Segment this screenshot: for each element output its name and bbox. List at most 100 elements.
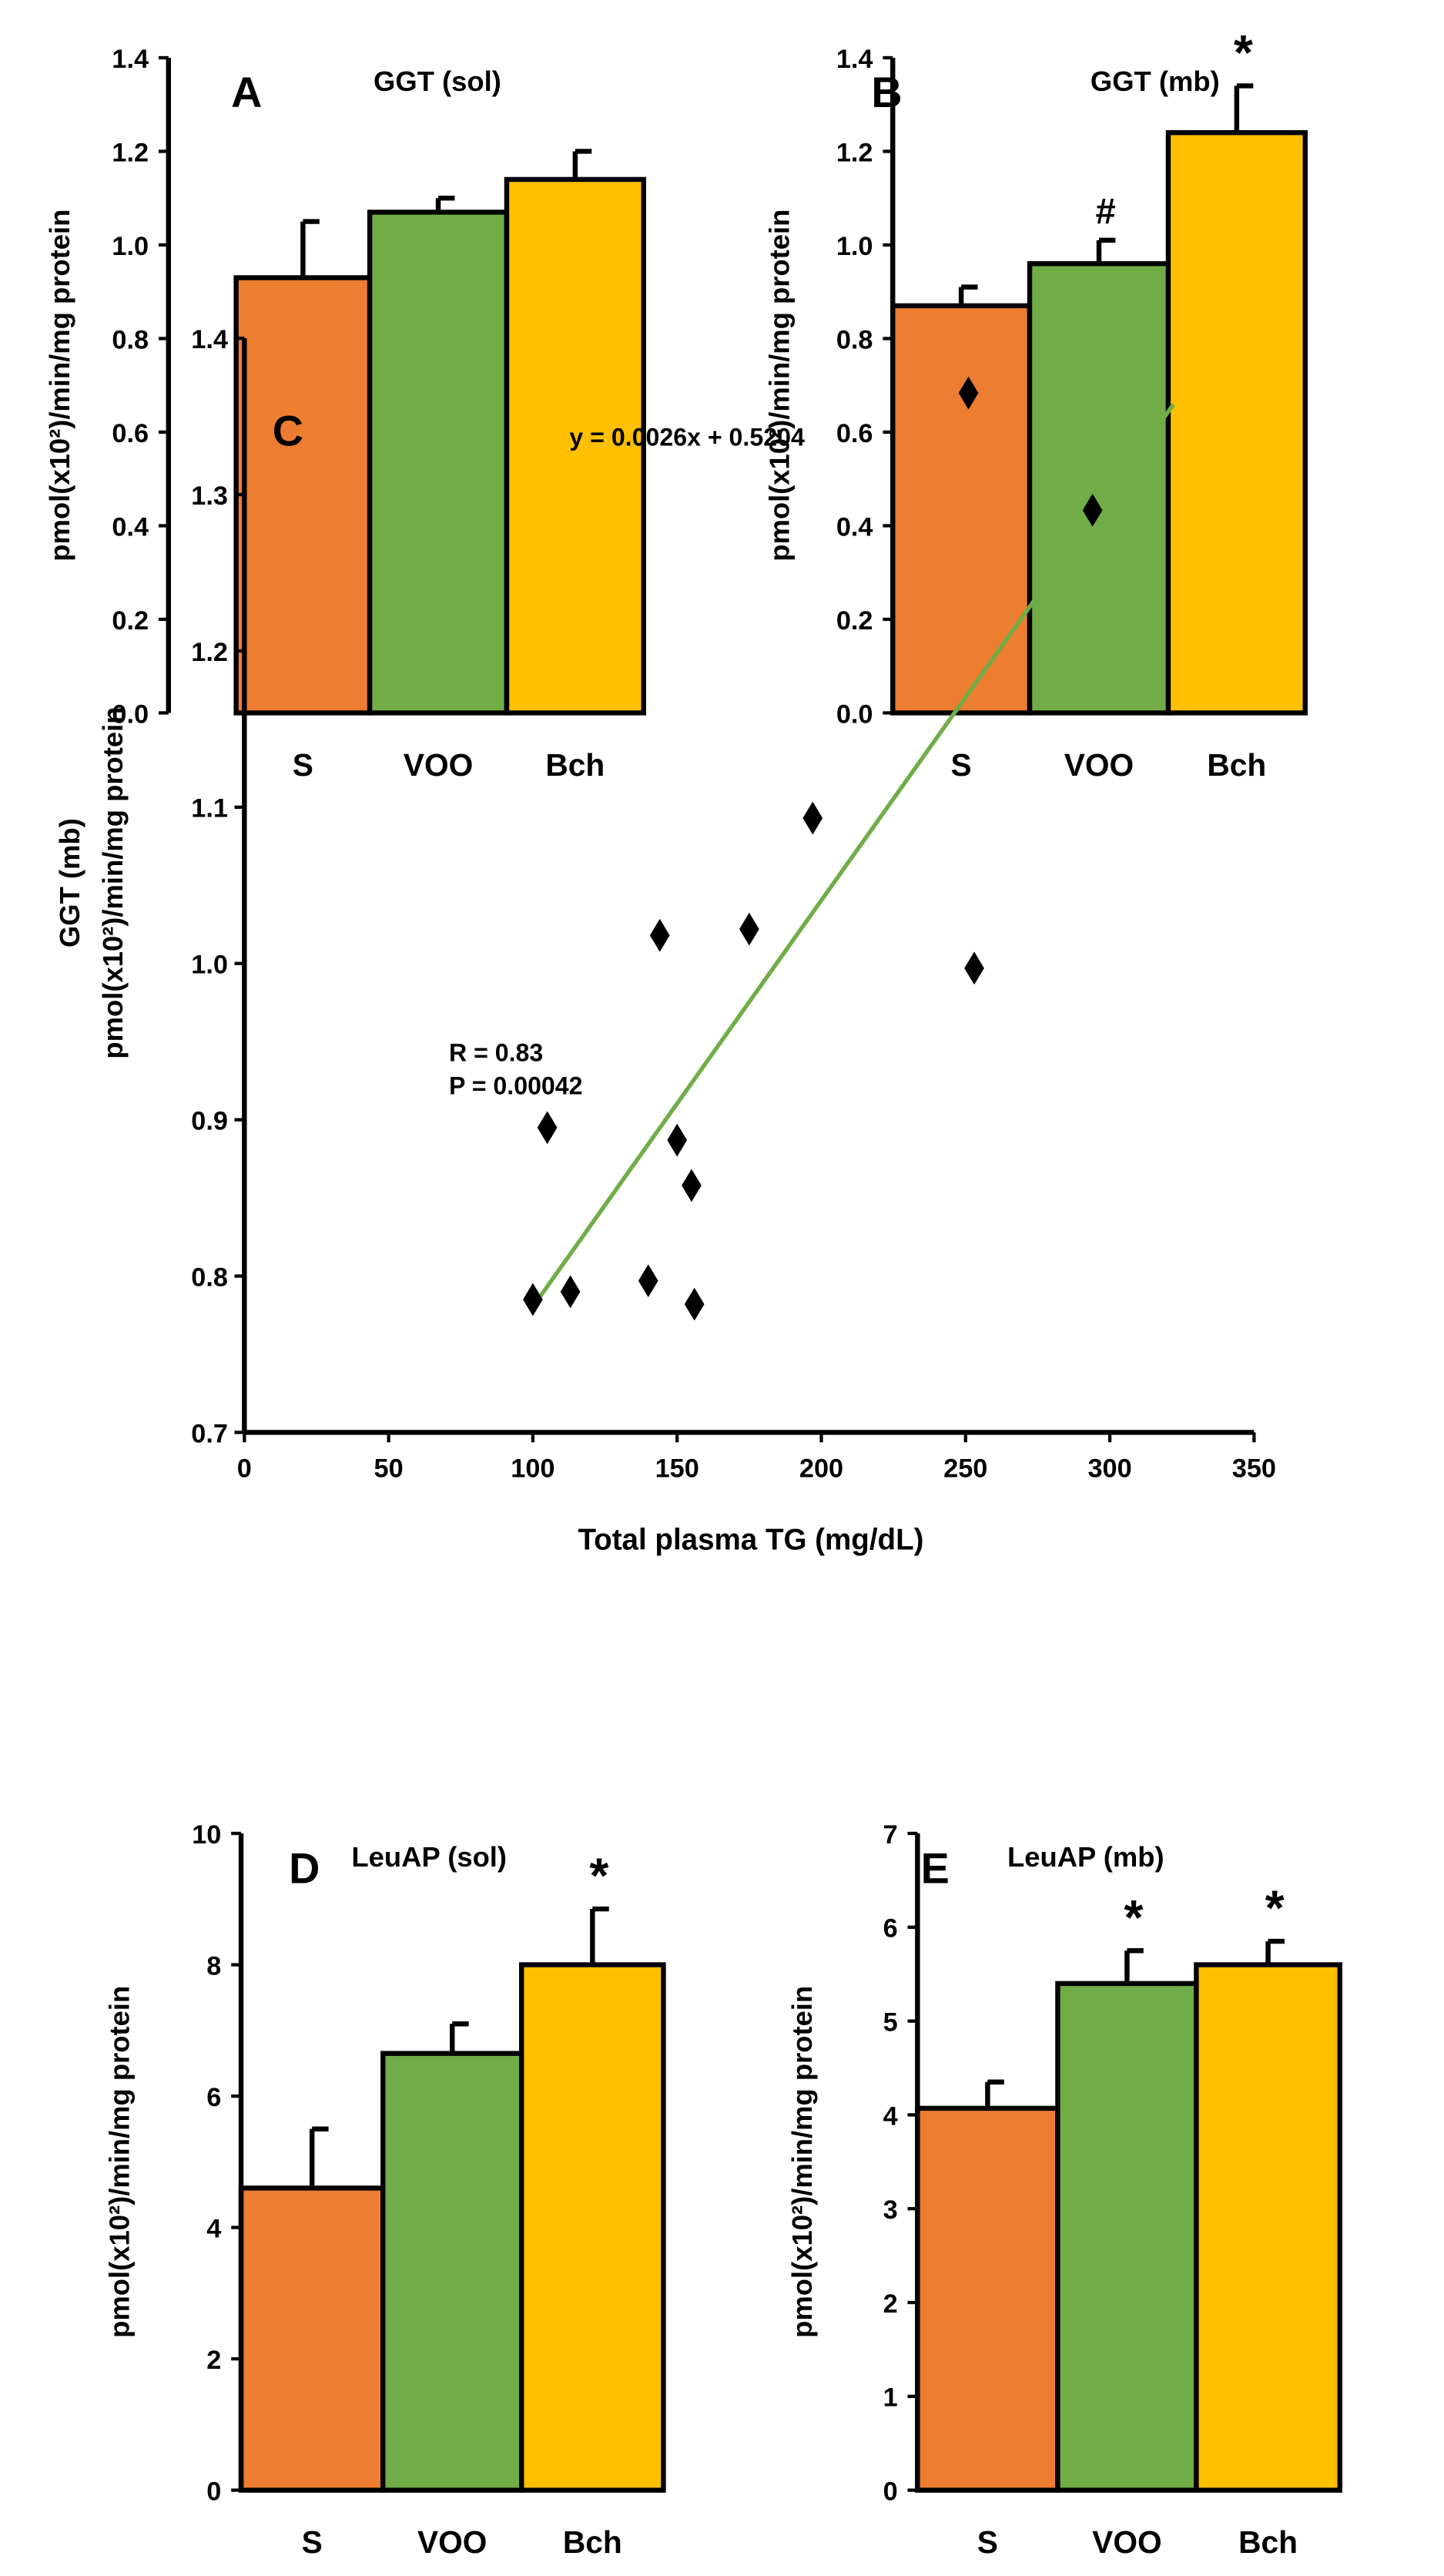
y-tick-label: 4 xyxy=(206,2214,221,2243)
panel-e: 0 1 2 3 4 5 6 7 S VOO * Bch * E LeuAP (mb) pmol(x10²)/m… xyxy=(786,1820,1342,2560)
data-point xyxy=(739,912,759,946)
chart-title: GGT (sol) xyxy=(374,65,501,97)
x-tick-label: S xyxy=(951,747,972,783)
x-tick-label: 250 xyxy=(943,1454,987,1483)
y-tick-label: 6 xyxy=(206,2083,221,2112)
y-tick-label: 0.4 xyxy=(836,512,873,542)
panel-d: 0 2 4 6 8 10 S VOO Bch * D LeuAP (sol) pmol(x10²)/mi… xyxy=(103,1820,666,2560)
y-tick-label: 0.6 xyxy=(836,419,873,448)
data-point xyxy=(537,1111,558,1145)
data-point xyxy=(958,376,979,410)
bar-voo xyxy=(1027,261,1171,716)
y-tick-label: 0.0 xyxy=(836,699,873,729)
y-tick-label: 0 xyxy=(883,2477,898,2506)
y-tick-label: 3 xyxy=(883,2195,898,2225)
y-tick-label: 0.2 xyxy=(836,606,873,636)
data-point xyxy=(964,951,984,985)
x-tick-label: S xyxy=(977,2524,998,2560)
y-axis-label: pmol(x10²)/min/mg protein xyxy=(44,210,75,562)
panel-letter: B xyxy=(871,69,902,116)
data-point xyxy=(802,801,823,835)
x-tick-label: 200 xyxy=(799,1454,843,1483)
y-tick-label: 5 xyxy=(883,2007,898,2037)
x-axis-label: Total plasma TG (mg/dL) xyxy=(578,1524,923,1557)
y-tick-label: 2 xyxy=(206,2346,221,2375)
bar-s xyxy=(890,303,1033,716)
bar-bch xyxy=(1165,129,1308,716)
y-tick-label: 1.4 xyxy=(191,325,228,354)
bar-s xyxy=(238,2185,386,2493)
y-tick-label: 7 xyxy=(883,1820,898,1850)
y-tick-label: 1.4 xyxy=(112,45,149,74)
panel-letter: A xyxy=(231,69,262,116)
y-axis-label: GGT (mb) xyxy=(54,818,85,948)
bar-bch xyxy=(1194,1962,1342,2493)
bar-voo xyxy=(380,2051,524,2493)
y-tick-label: 0.8 xyxy=(836,325,873,354)
y-tick-label: 0 xyxy=(206,2477,221,2506)
p-value: P = 0.00042 xyxy=(449,1072,583,1099)
x-tick-label: 150 xyxy=(655,1454,699,1483)
data-point xyxy=(638,1264,658,1298)
x-tick-label: S xyxy=(293,747,313,783)
y-tick-label: 0.4 xyxy=(112,512,149,542)
panel-letter: E xyxy=(921,1844,950,1892)
significance-mark: * xyxy=(1234,25,1253,80)
panel-b: 0.0 0.2 0.4 0.6 0.8 1.0 1.2 1.4 S VOO # Bch * B GGT (m… xyxy=(763,25,1308,783)
x-tick-label: Bch xyxy=(1238,2524,1298,2560)
y-tick-label: 6 xyxy=(883,1914,898,1944)
y-tick-label: 1.2 xyxy=(112,138,149,167)
x-tick-label: VOO xyxy=(1092,2524,1161,2560)
x-tick-label: 50 xyxy=(374,1454,404,1483)
regression-equation: y = 0.0026x + 0.5204 xyxy=(569,423,805,451)
data-point xyxy=(523,1283,543,1317)
y-axis-label: pmol(x10²)/min/mg protein xyxy=(103,1986,135,2338)
y-tick-label: 0.6 xyxy=(112,419,149,448)
x-tick-label: Bch xyxy=(1207,747,1266,783)
y-axis-label: pmol(x10²)/min/mg protein xyxy=(786,1986,818,2338)
y-tick-label: 0.8 xyxy=(191,1263,228,1292)
bar-s xyxy=(915,2105,1060,2493)
x-tick-label: 350 xyxy=(1232,1454,1276,1483)
data-point xyxy=(667,1123,688,1157)
x-tick-label: 100 xyxy=(511,1454,554,1483)
bar-voo xyxy=(367,210,510,716)
x-tick-label: Bch xyxy=(545,747,605,783)
chart-title: LeuAP (sol) xyxy=(351,1841,507,1873)
y-tick-label: 0.2 xyxy=(112,606,149,636)
significance-mark: # xyxy=(1095,190,1115,231)
trend-line xyxy=(531,403,1175,1308)
y-axis-label: pmol(x10²)/min/mg protein xyxy=(763,210,795,562)
y-tick-label: 1.0 xyxy=(112,232,149,261)
x-tick-label: Bch xyxy=(563,2524,622,2560)
r-value: R = 0.83 xyxy=(449,1038,543,1066)
data-point xyxy=(682,1169,702,1202)
y-tick-label: 1.2 xyxy=(191,638,228,667)
y-tick-label: 0.7 xyxy=(191,1419,228,1448)
x-tick-label: VOO xyxy=(417,2524,487,2560)
y-tick-label: 1.4 xyxy=(836,45,873,74)
y-tick-label: 10 xyxy=(192,1820,221,1850)
chart-title: LeuAP (mb) xyxy=(1007,1841,1164,1873)
y-tick-label: 2 xyxy=(883,2289,898,2319)
significance-mark: * xyxy=(1124,1890,1143,1945)
y-axis-label-units: pmol(x10²)/min/mg protein xyxy=(97,707,129,1059)
y-tick-label: 1.3 xyxy=(191,481,228,511)
panel-c: 0.7 0.8 0.9 1.0 1.1 1.2 1.3 1.4 0 50 100 150 200 250 3… xyxy=(54,325,1276,1557)
x-tick-label: S xyxy=(302,2524,323,2560)
y-tick-label: 0.9 xyxy=(191,1107,228,1136)
y-tick-label: 0.0 xyxy=(112,699,149,729)
x-tick-label: VOO xyxy=(1064,747,1134,783)
data-point xyxy=(649,918,670,952)
significance-mark: * xyxy=(589,1848,608,1903)
chart-title: GGT (mb) xyxy=(1091,65,1220,97)
significance-mark: * xyxy=(1265,1880,1285,1936)
bar-s xyxy=(233,275,373,716)
bar-bch xyxy=(519,1962,666,2493)
bar-bch xyxy=(504,176,646,716)
x-tick-label: 0 xyxy=(237,1454,252,1483)
y-tick-label: 1 xyxy=(883,2383,898,2413)
bar-voo xyxy=(1055,1981,1199,2493)
x-tick-label: VOO xyxy=(404,747,473,783)
